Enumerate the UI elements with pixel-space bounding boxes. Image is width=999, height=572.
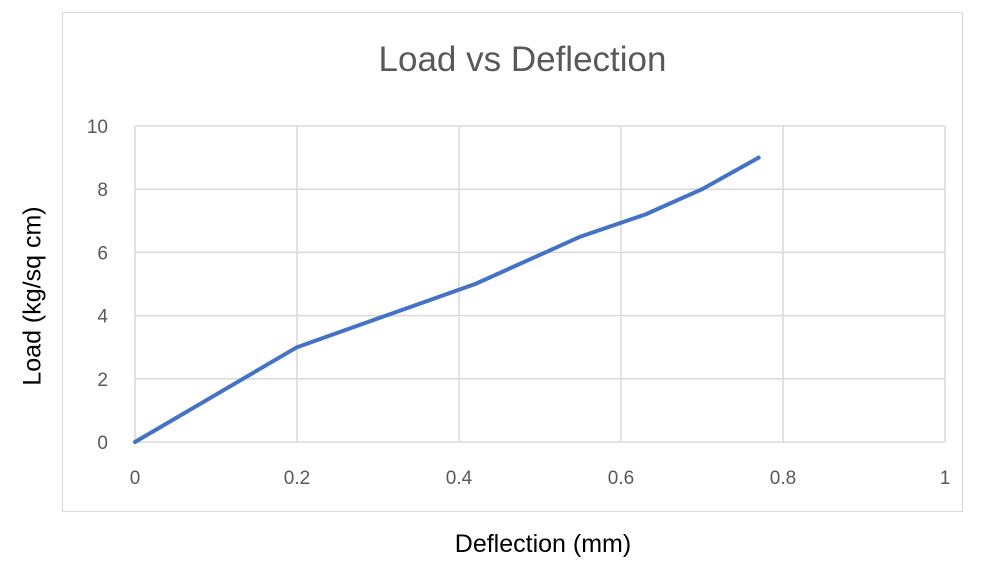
chart-title: Load vs Deflection — [378, 40, 667, 79]
x-tick-label: 0.6 — [608, 468, 634, 489]
x-tick-label: 0.4 — [446, 468, 473, 489]
x-tick-label: 0.8 — [770, 468, 796, 489]
x-tick-label: 0.2 — [284, 468, 310, 489]
y-tick-label: 4 — [97, 307, 108, 328]
series — [133, 155, 761, 444]
x-axis-label: Deflection (mm) — [454, 530, 632, 558]
tick-labels: 0 2 4 6 8 10 0 0.2 0.4 0.6 0.8 1 — [87, 117, 950, 489]
y-tick-label: 10 — [87, 117, 108, 138]
x-tick-label: 0 — [130, 468, 141, 489]
y-tick-label: 8 — [97, 180, 108, 201]
y-tick-label: 0 — [97, 433, 108, 454]
y-tick-label: 6 — [97, 243, 108, 264]
chart-area — [62, 12, 963, 512]
x-tick-label: 1 — [940, 468, 951, 489]
series-line — [133, 155, 761, 444]
grid — [134, 125, 946, 443]
y-tick-label: 2 — [97, 370, 108, 391]
